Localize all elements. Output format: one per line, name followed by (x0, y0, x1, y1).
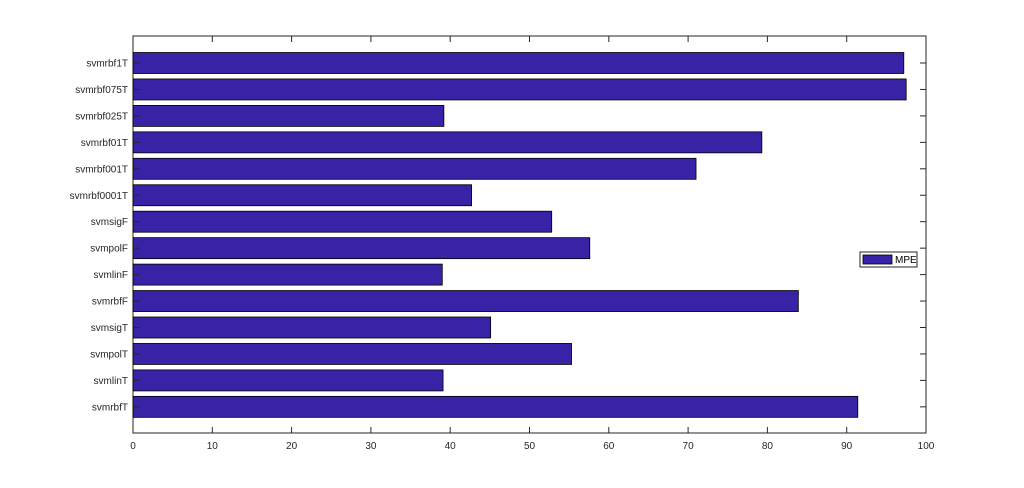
bar (132, 78, 907, 101)
x-tick-label: 30 (365, 441, 377, 452)
y-tick-label: svmrbf01T (81, 138, 128, 149)
y-tick-label: svmlinT (94, 376, 128, 387)
y-tick-label: svmrbfF (92, 297, 128, 308)
x-tick-label: 10 (207, 441, 219, 452)
y-tick-label: svmrbf025T (75, 111, 128, 122)
y-tick-label: svmrbf075T (75, 85, 128, 96)
x-tick-label: 20 (286, 441, 298, 452)
y-tick-label: svmlinF (94, 270, 128, 281)
bar (132, 52, 905, 74)
bar (132, 184, 473, 207)
y-tick-label: svmrbf0001T (70, 191, 128, 202)
bar (132, 369, 444, 392)
bar (132, 210, 553, 233)
x-tick-label: 40 (445, 441, 457, 452)
bars-group (132, 52, 907, 418)
bar (132, 157, 697, 180)
ticks-group: svmrbf1T svmrbf075T svmrbf025T svmrbf01T svm… (70, 36, 935, 452)
bar (132, 395, 859, 418)
y-tick-label: svmsigT (91, 323, 128, 334)
x-tick-label: 100 (918, 441, 935, 452)
y-tick-label: svmsigF (91, 217, 128, 228)
bar (132, 343, 572, 365)
y-tick-label: svmrbf001T (75, 164, 128, 175)
x-tick-label: 80 (762, 441, 774, 452)
bar (132, 290, 799, 312)
x-tick-label: 90 (841, 441, 853, 452)
legend: MPE (859, 251, 918, 268)
y-tick-label: svmrbfT (92, 402, 128, 413)
x-tick-label: 50 (524, 441, 536, 452)
bar (132, 316, 492, 339)
y-tick-label: svmpolF (90, 244, 128, 255)
bar (132, 263, 443, 286)
plot-area (132, 35, 927, 434)
bar (132, 131, 763, 154)
y-tick-label: svmrbf1T (86, 59, 128, 70)
legend-label: MPE (895, 255, 917, 266)
x-tick-label: 0 (130, 441, 136, 452)
x-tick-label: 70 (683, 441, 695, 452)
y-tick-label: svmpolT (90, 349, 128, 360)
bar (132, 237, 591, 260)
x-tick-label: 60 (603, 441, 615, 452)
legend-swatch (862, 254, 893, 265)
bar (132, 105, 445, 127)
